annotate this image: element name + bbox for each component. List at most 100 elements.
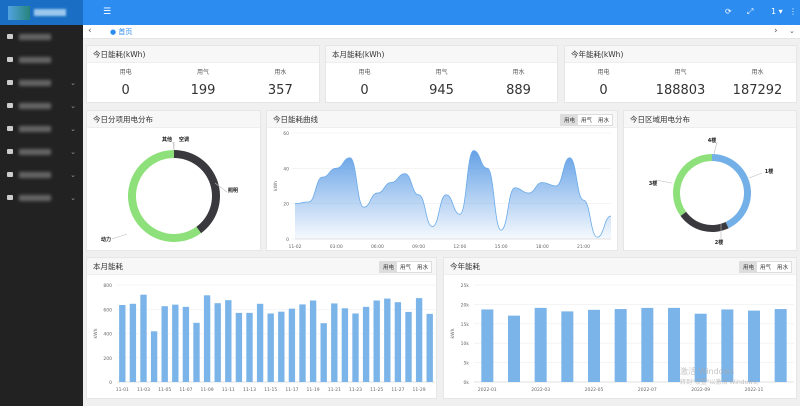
pie-slice xyxy=(712,154,751,229)
stat-value: 0 xyxy=(360,83,369,98)
refresh-icon[interactable]: ⟳ xyxy=(725,7,732,16)
bar xyxy=(235,312,243,382)
sidebar: ⌄ ⌄ ⌄ ⌄ ⌄ ⌄ xyxy=(0,0,83,406)
bar xyxy=(278,311,285,382)
stat-item: 用电 0 xyxy=(565,67,642,98)
bar xyxy=(362,306,370,382)
card-title: 本月能耗 xyxy=(93,262,123,271)
bar xyxy=(426,313,433,382)
x-tick-label: 11-05 xyxy=(158,387,171,393)
bar xyxy=(246,312,253,382)
logo[interactable] xyxy=(0,0,83,25)
y-tick-label: 200 xyxy=(103,356,112,362)
x-tick-label: 11-03 xyxy=(137,387,150,393)
pie-slice xyxy=(128,150,202,242)
x-tick-label: 12:00 xyxy=(453,244,466,250)
sidebar-item-label xyxy=(19,171,51,178)
type-toggle: 用电 用气 用水 xyxy=(738,261,792,273)
tab-menu-chevron-icon[interactable]: ⌄ xyxy=(789,27,795,35)
y-axis-label: kWh xyxy=(450,328,456,338)
sidebar-item-label xyxy=(19,56,51,63)
bar xyxy=(119,305,126,382)
y-tick-label: 0 xyxy=(286,237,289,243)
bar xyxy=(561,311,574,382)
folder-icon xyxy=(7,103,13,108)
user-menu[interactable]: 1 ▾ xyxy=(771,7,783,16)
toggle-water[interactable]: 用水 xyxy=(594,115,612,125)
year-bar-chart: 0k 5k 10k 15k 20k 25k kWh 2022-01 2022-03 2022-05… xyxy=(450,283,794,393)
bar xyxy=(481,309,494,382)
y-tick-label: 5k xyxy=(464,361,470,367)
stat-label: 用气 xyxy=(196,69,209,76)
sidebar-item[interactable]: ⌄ xyxy=(0,140,83,163)
sidebar-item[interactable] xyxy=(0,25,83,48)
bar xyxy=(331,303,338,382)
stat-value: 889 xyxy=(506,83,531,98)
toggle-gas[interactable]: 用气 xyxy=(396,262,414,272)
pie-slice xyxy=(673,154,712,216)
stat-label: 用水 xyxy=(274,69,287,76)
label-line xyxy=(748,172,763,179)
chevron-down-icon: ⌄ xyxy=(70,147,76,156)
tab-home[interactable]: ● 首页 xyxy=(110,28,133,36)
bar xyxy=(203,295,211,382)
more-icon[interactable]: ⋮ xyxy=(789,7,797,16)
category-pie-card: 今日分项用电分布 照明 动力 其他 空调 xyxy=(86,110,261,251)
stat-item: 用气 945 xyxy=(403,67,480,98)
tab-scroll-left-icon[interactable]: ‹ xyxy=(88,26,92,36)
pie-slice xyxy=(680,211,729,232)
card-title: 今日能耗(kWh) xyxy=(87,46,319,63)
stat-value: 357 xyxy=(267,83,293,98)
type-toggle: 用电 用气 用水 xyxy=(559,114,613,126)
toggle-gas[interactable]: 用气 xyxy=(756,262,774,272)
sidebar-item[interactable]: ⌄ xyxy=(0,163,83,186)
toggle-water[interactable]: 用水 xyxy=(773,262,791,272)
bar xyxy=(267,313,274,382)
sidebar-item[interactable]: ⌄ xyxy=(0,71,83,94)
bar xyxy=(299,304,306,382)
sidebar-item[interactable]: ⌄ xyxy=(0,186,83,209)
y-tick-label: 20k xyxy=(461,302,470,308)
y-tick-label: 15k xyxy=(461,322,470,328)
bar xyxy=(256,303,264,382)
x-tick-label: 11-11 xyxy=(222,387,235,393)
region-pie-chart: 1楼 2楼 3楼 4楼 xyxy=(649,137,773,246)
x-tick-label: 11-02 xyxy=(288,244,301,250)
x-tick-label: 11-21 xyxy=(328,387,341,393)
y-tick-label: 20 xyxy=(283,202,289,208)
toggle-elec[interactable]: 用电 xyxy=(739,262,757,272)
pie-slice xyxy=(174,150,221,234)
toggle-elec[interactable]: 用电 xyxy=(560,115,578,125)
toggle-water[interactable]: 用水 xyxy=(413,262,431,272)
y-tick-label: 40 xyxy=(283,166,289,172)
x-tick-label: 2022-11 xyxy=(745,387,764,393)
y-tick-label: 10k xyxy=(461,341,470,347)
chevron-down-icon: ⌄ xyxy=(70,170,76,179)
sidebar-item-label xyxy=(19,79,51,86)
card-title: 今日区域用电分布 xyxy=(624,111,796,128)
bar xyxy=(309,300,317,382)
stat-value: 945 xyxy=(429,83,454,98)
sidebar-item-label xyxy=(19,148,51,155)
toggle-elec[interactable]: 用电 xyxy=(379,262,397,272)
sidebar-item[interactable] xyxy=(0,48,83,71)
toggle-gas[interactable]: 用气 xyxy=(577,115,595,125)
pie-label: 3楼 xyxy=(649,180,657,187)
tab-scroll-right-icon[interactable]: › xyxy=(774,26,778,36)
stat-value: 199 xyxy=(190,83,216,98)
stat-item: 用电 0 xyxy=(87,67,164,98)
stat-value: 0 xyxy=(599,83,608,98)
x-tick-label: 2022-05 xyxy=(585,387,604,393)
bar xyxy=(225,300,232,382)
card-title: 今日能耗曲线 xyxy=(273,115,318,124)
card-title: 今年能耗 xyxy=(450,262,480,271)
bar xyxy=(140,294,147,382)
sidebar-item[interactable]: ⌄ xyxy=(0,117,83,140)
stat-label: 用水 xyxy=(751,69,764,76)
menu-toggle-icon[interactable]: ☰ xyxy=(103,7,112,17)
watermark-line2: 转到"设置"以激活 Windows。 xyxy=(680,379,763,386)
fullscreen-icon[interactable]: ⤢ xyxy=(747,7,754,16)
sidebar-item[interactable]: ⌄ xyxy=(0,94,83,117)
label-line xyxy=(111,233,128,240)
bar xyxy=(182,306,190,382)
